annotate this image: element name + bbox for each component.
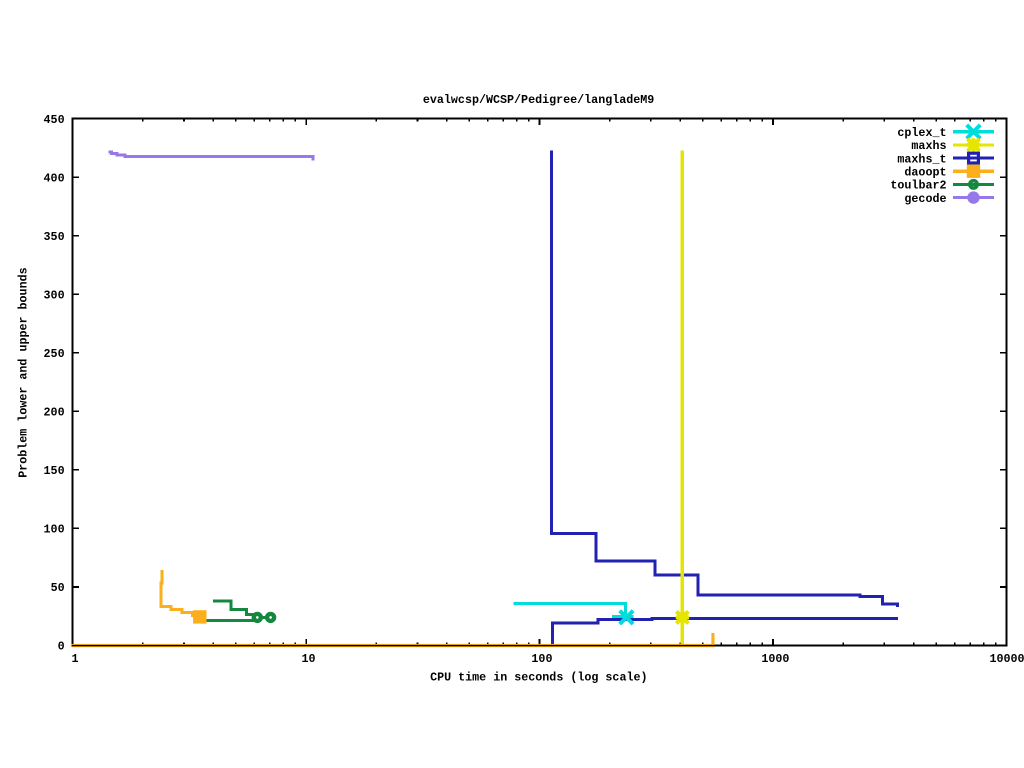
svg-text:50: 50	[51, 581, 65, 595]
svg-text:450: 450	[44, 113, 65, 127]
svg-text:daoopt: daoopt	[904, 165, 946, 179]
svg-text:Problem lower and upper bounds: Problem lower and upper bounds	[17, 267, 31, 477]
svg-text:200: 200	[44, 406, 65, 420]
svg-text:toulbar2: toulbar2	[890, 179, 946, 193]
svg-text:150: 150	[44, 464, 65, 478]
svg-text:1000: 1000	[761, 652, 789, 666]
svg-text:cplex_t: cplex_t	[897, 126, 946, 140]
svg-text:250: 250	[44, 347, 65, 361]
svg-text:0: 0	[58, 640, 65, 654]
svg-text:maxhs: maxhs	[911, 139, 946, 153]
svg-text:gecode: gecode	[904, 192, 946, 206]
svg-text:10000: 10000	[989, 652, 1024, 666]
svg-text:maxhs_t: maxhs_t	[897, 152, 946, 166]
svg-text:CPU time in seconds (log scale: CPU time in seconds (log scale)	[430, 671, 647, 685]
svg-text:10: 10	[301, 652, 315, 666]
svg-text:100: 100	[44, 523, 65, 537]
svg-text:100: 100	[531, 652, 552, 666]
svg-text:400: 400	[44, 171, 65, 185]
svg-text:evalwcsp/WCSP/Pedigree/langlad: evalwcsp/WCSP/Pedigree/langladeM9	[423, 93, 654, 107]
svg-text:350: 350	[44, 230, 65, 244]
svg-text:300: 300	[44, 288, 65, 302]
svg-text:1: 1	[71, 652, 78, 666]
